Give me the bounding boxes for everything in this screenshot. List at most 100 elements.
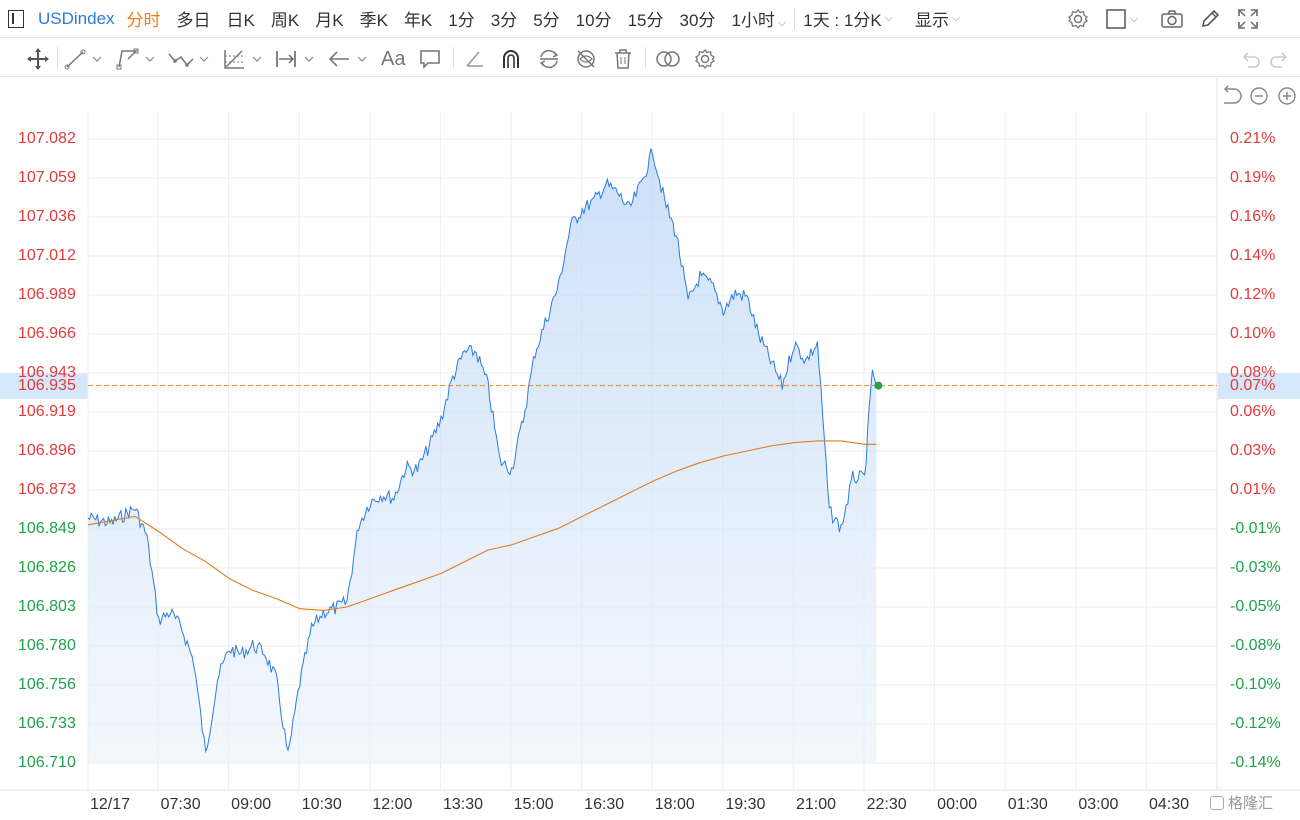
x-tick-label: 18:00 bbox=[654, 796, 695, 813]
price-area bbox=[88, 148, 877, 764]
display-select-label: 显示 bbox=[915, 11, 950, 30]
y-pct-tick-label: -0.08% bbox=[1230, 637, 1281, 654]
period-tab-1min[interactable]: 1分 bbox=[448, 11, 475, 30]
angle-icon[interactable] bbox=[464, 47, 486, 71]
period-tab-month[interactable]: 月K bbox=[315, 11, 344, 30]
period-toolbar: USDindex 分时 多日 日K 周K 月K 季K 年K 1分 3分 5分 1… bbox=[0, 0, 1300, 38]
text-icon[interactable]: Aa bbox=[381, 47, 406, 70]
y-pct-tick-label: 0.14% bbox=[1230, 247, 1276, 264]
y-tick-label: 107.082 bbox=[18, 130, 76, 147]
y-pct-tick-label: 0.16% bbox=[1230, 208, 1276, 225]
x-tick-label: 16:30 bbox=[584, 796, 625, 813]
y-pct-tick-label: -0.14% bbox=[1230, 754, 1281, 771]
x-tick-label: 01:30 bbox=[1007, 796, 1048, 813]
comment-icon[interactable] bbox=[419, 47, 441, 71]
period-tab-year[interactable]: 年K bbox=[403, 11, 433, 30]
chevron-down-icon[interactable]: ⌵ bbox=[1130, 12, 1139, 25]
symbol-list-icon[interactable] bbox=[8, 9, 24, 28]
x-tick-label: 22:30 bbox=[866, 796, 907, 813]
display-select[interactable]: 显示 ⌵ bbox=[915, 6, 960, 31]
trash-icon[interactable] bbox=[612, 47, 634, 71]
camera-icon[interactable] bbox=[1160, 7, 1184, 31]
y-tick-label: 106.780 bbox=[18, 637, 76, 654]
y-tick-label: 106.896 bbox=[18, 442, 76, 459]
period-tab-5min[interactable]: 5分 bbox=[533, 11, 560, 30]
period-tab-15min[interactable]: 15分 bbox=[627, 11, 664, 30]
period-tab-1hour[interactable]: 1小时 ⌵ bbox=[731, 6, 786, 31]
watermark-text: 格隆汇 bbox=[1228, 795, 1274, 812]
period-tab-10min[interactable]: 10分 bbox=[575, 11, 612, 30]
y-pct-tick-label: 0.21% bbox=[1230, 130, 1276, 147]
square-style-icon[interactable] bbox=[1104, 7, 1128, 31]
toolbar-right-icons: ⌵ bbox=[1066, 5, 1260, 33]
y-tick-label: 106.756 bbox=[18, 676, 76, 693]
trend-line-icon[interactable] bbox=[64, 47, 104, 71]
undo-icon[interactable] bbox=[1238, 47, 1262, 71]
period-tab-week[interactable]: 周K bbox=[270, 11, 300, 30]
fullscreen-icon[interactable] bbox=[1236, 7, 1260, 31]
measure-icon[interactable] bbox=[274, 47, 318, 71]
watermark: 格隆汇 bbox=[1210, 792, 1273, 813]
price-line bbox=[87, 148, 877, 754]
pen-icon[interactable] bbox=[1198, 7, 1222, 31]
current-price-marker bbox=[0, 373, 88, 399]
current-price-label: 106.935 bbox=[18, 377, 76, 394]
arrow-icon[interactable] bbox=[328, 47, 370, 71]
x-tick-label: 15:00 bbox=[513, 796, 554, 813]
y-tick-label: 106.733 bbox=[18, 715, 76, 732]
x-tick-label: 12/17 bbox=[89, 796, 131, 813]
magnet-icon[interactable] bbox=[500, 47, 522, 71]
y-pct-tick-label: 0.12% bbox=[1230, 286, 1276, 303]
period-1hour-label: 1小时 bbox=[731, 11, 775, 30]
x-tick-label: 00:00 bbox=[937, 796, 978, 813]
divider bbox=[645, 47, 646, 69]
y-pct-tick-label: 0.01% bbox=[1230, 481, 1276, 498]
tool-settings-icon[interactable] bbox=[694, 47, 716, 71]
y-pct-tick-label: 0.08% bbox=[1230, 364, 1276, 381]
polyline-icon[interactable] bbox=[116, 47, 158, 71]
zoom-in-icon[interactable] bbox=[1276, 85, 1298, 112]
fib-tool-icon[interactable] bbox=[222, 47, 266, 71]
zoom-out-icon[interactable] bbox=[1248, 85, 1270, 112]
overlay-icon[interactable] bbox=[655, 47, 681, 71]
y-pct-tick-label: 0.19% bbox=[1230, 169, 1276, 186]
move-crosshair-icon[interactable] bbox=[26, 47, 50, 71]
settings-icon[interactable] bbox=[1066, 7, 1090, 31]
redo-icon[interactable] bbox=[1268, 47, 1292, 71]
y-pct-tick-label: -0.05% bbox=[1230, 598, 1281, 615]
period-tab-day[interactable]: 日K bbox=[226, 11, 255, 30]
chevron-down-icon: ⌵ bbox=[777, 17, 787, 29]
symbol-name[interactable]: USDindex bbox=[38, 8, 115, 28]
period-tab-timeshare[interactable]: 分时 bbox=[126, 11, 161, 30]
x-tick-label: 12:00 bbox=[372, 796, 413, 813]
average-line bbox=[87, 440, 877, 611]
y-pct-tick-label: 0.06% bbox=[1230, 403, 1276, 420]
hide-icon[interactable] bbox=[574, 47, 598, 71]
y-tick-label: 106.873 bbox=[18, 481, 76, 498]
y-pct-tick-label: -0.01% bbox=[1230, 520, 1281, 537]
range-select[interactable]: 1天 : 1分K ⌵ bbox=[803, 6, 893, 31]
period-tab-quarter[interactable]: 季K bbox=[359, 11, 388, 30]
y-tick-label: 107.059 bbox=[18, 169, 76, 186]
y-tick-label: 106.826 bbox=[18, 559, 76, 576]
period-tab-multiday[interactable]: 多日 bbox=[176, 11, 211, 30]
divider bbox=[57, 47, 58, 69]
sync-icon[interactable] bbox=[537, 47, 561, 71]
y-tick-label: 106.919 bbox=[18, 403, 76, 420]
reset-icon[interactable] bbox=[1220, 85, 1242, 112]
x-tick-label: 10:30 bbox=[301, 796, 342, 813]
y-pct-tick-label: -0.12% bbox=[1230, 715, 1281, 732]
current-pct-marker bbox=[1218, 373, 1300, 399]
y-tick-label: 106.966 bbox=[18, 325, 76, 342]
y-tick-label: 106.803 bbox=[18, 598, 76, 615]
chevron-down-icon: ⌵ bbox=[884, 12, 894, 24]
drawing-toolbar: Aa bbox=[0, 39, 1300, 77]
y-pct-tick-label: -0.10% bbox=[1230, 676, 1281, 693]
y-tick-label: 106.710 bbox=[18, 754, 76, 771]
period-tab-30min[interactable]: 30分 bbox=[679, 11, 716, 30]
y-tick-label: 106.943 bbox=[18, 364, 76, 381]
wave-icon[interactable] bbox=[167, 47, 213, 71]
period-tab-3min[interactable]: 3分 bbox=[490, 11, 518, 30]
chevron-down-icon: ⌵ bbox=[952, 12, 961, 24]
